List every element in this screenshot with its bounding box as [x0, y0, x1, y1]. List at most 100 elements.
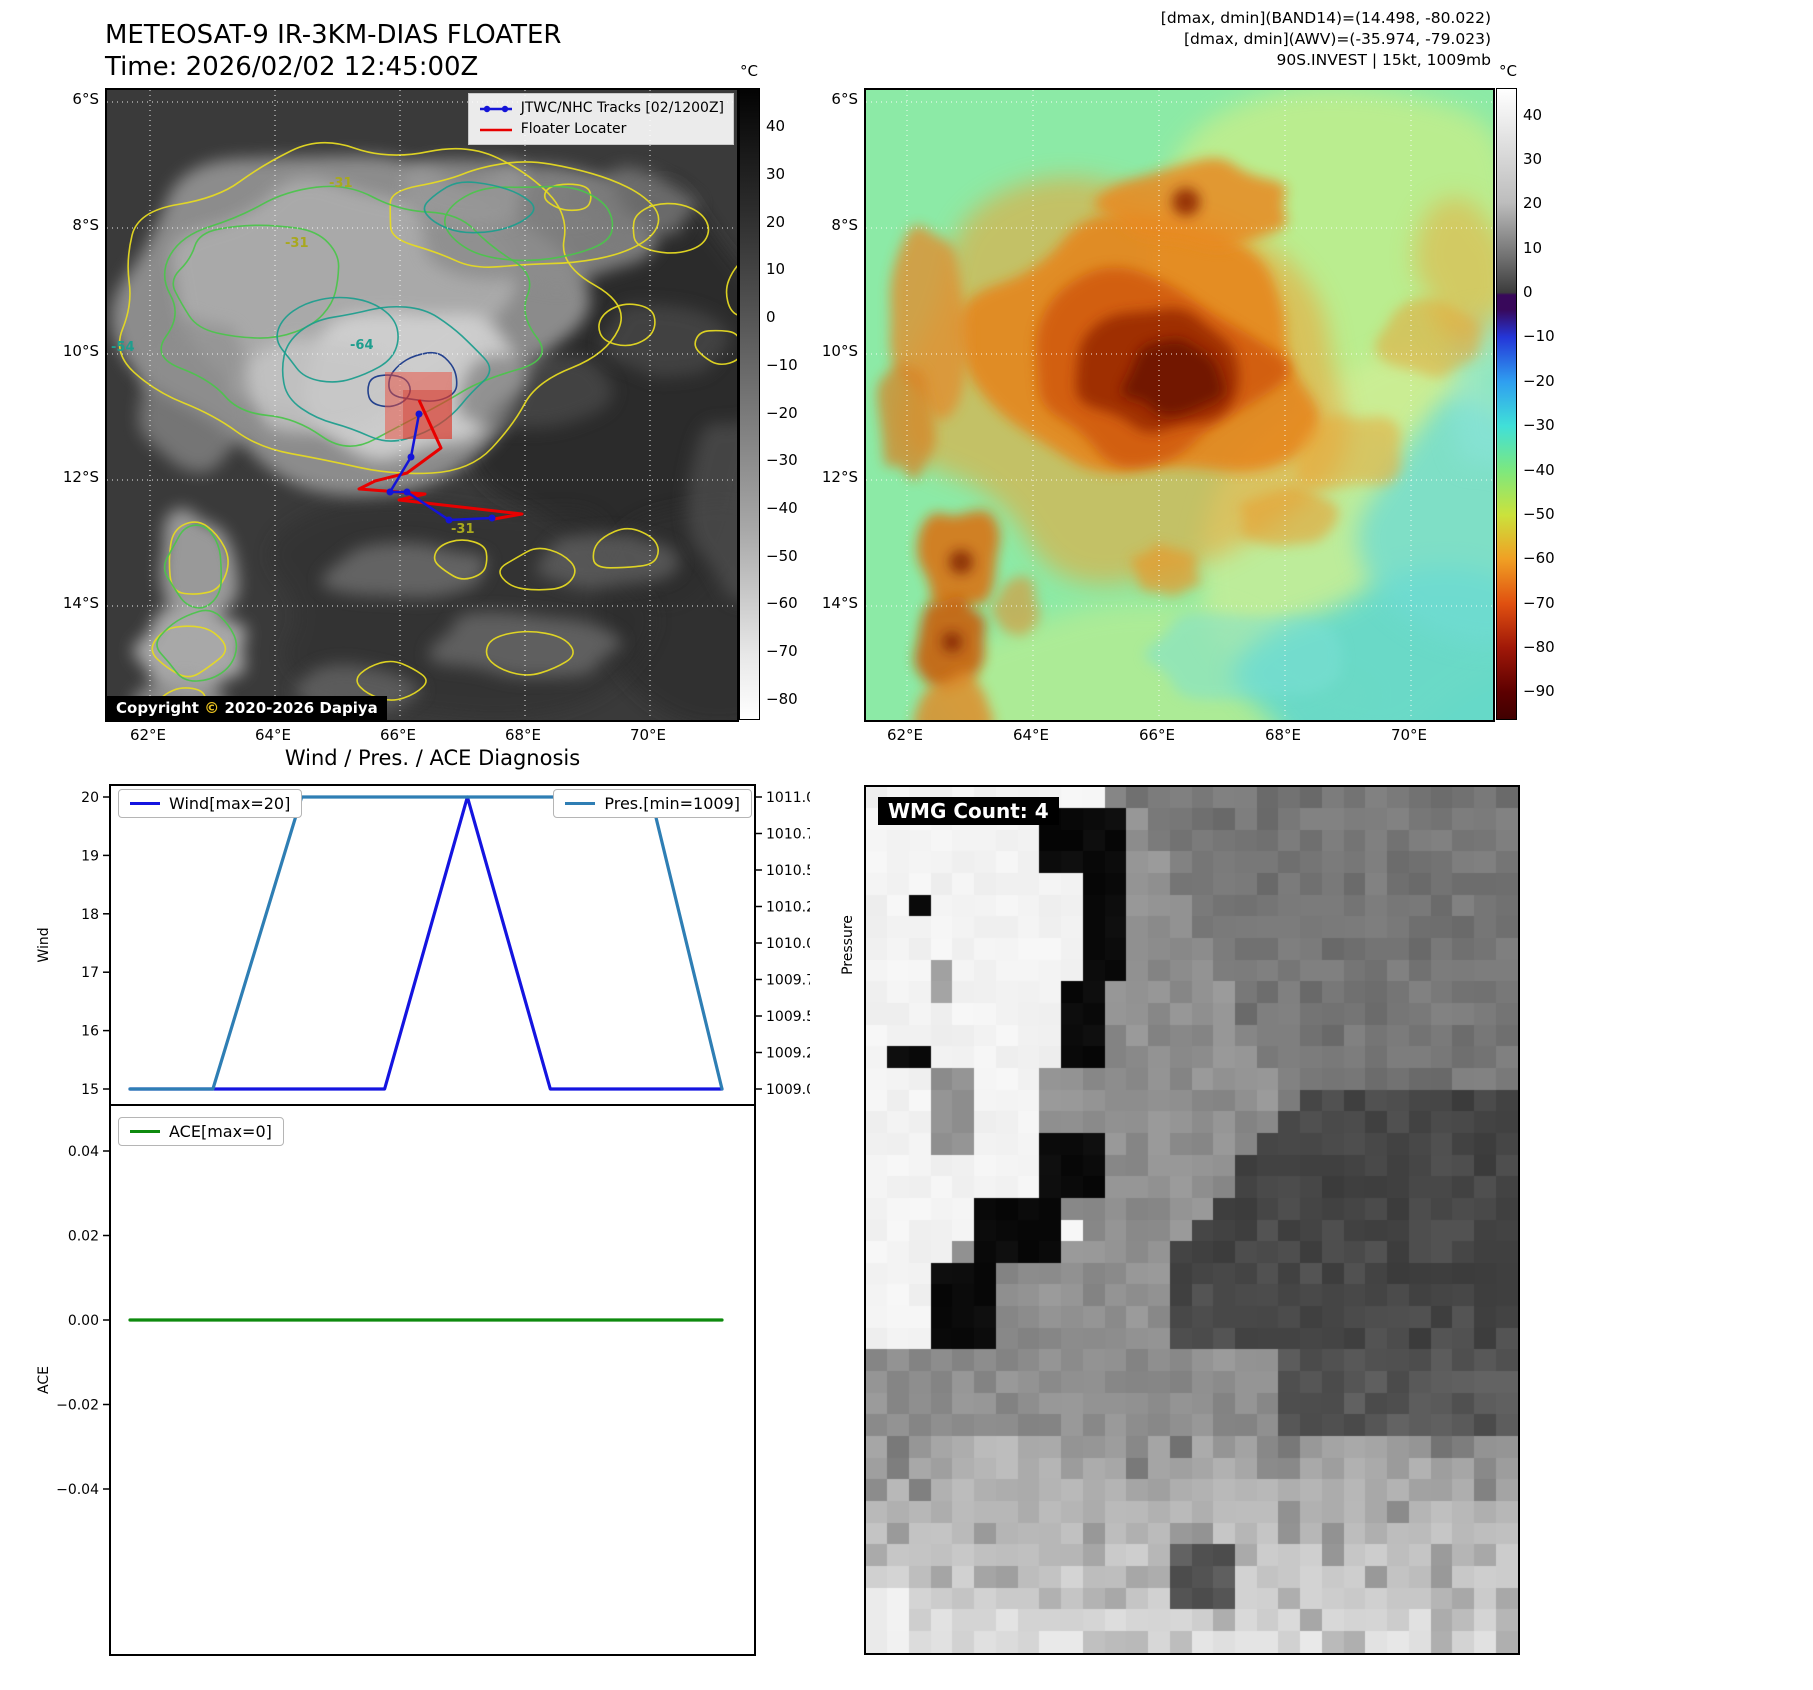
- lon-tick-label: 66°E: [1138, 726, 1176, 744]
- colorbar-tick-label: −10: [766, 355, 798, 374]
- y-tick-label: 1011.00: [766, 790, 810, 806]
- jtwc-track: [387, 413, 493, 522]
- contour-label: -54: [111, 340, 135, 355]
- y-tick-label: 19: [81, 848, 99, 864]
- colorbar-tick-label: −10: [1523, 327, 1555, 346]
- pres-legend-label: Pres.[min=1009]: [604, 794, 740, 813]
- y-tick-label: −0.04: [56, 1482, 99, 1498]
- colorbar-tick-label: −60: [1523, 549, 1555, 568]
- ir-gray-map: JTWC/NHC Tracks [02/1200Z] Floater Locat…: [105, 88, 739, 722]
- colorbar-tick-label: 20: [766, 212, 786, 231]
- contour-label: -64: [350, 338, 374, 353]
- legend-row-floater: Floater Locater: [478, 119, 724, 140]
- lat-tick-label: 8°S: [831, 216, 858, 234]
- wmg-count-badge: WMG Count: 4: [878, 797, 1059, 825]
- pressure-axis-label: Pressure: [840, 915, 856, 975]
- colorbar-tick-label: −40: [1523, 460, 1555, 479]
- colorbar-tick-label: −90: [1523, 682, 1555, 701]
- map-track-legend: JTWC/NHC Tracks [02/1200Z] Floater Locat…: [467, 93, 734, 145]
- colorbar-tick-label: −70: [766, 642, 798, 661]
- lon-tick-label: 68°E: [1264, 726, 1302, 744]
- colorbar-tick-label: −80: [1523, 638, 1555, 656]
- color-colorbar: [1496, 88, 1517, 720]
- colorbar-tick-label: 30: [766, 164, 786, 183]
- ir-gray-satellite-image: [107, 90, 737, 720]
- copyright-icon: ©: [204, 699, 220, 717]
- ir-gray-subtitle: Time: 2026/02/02 12:45:00Z: [105, 52, 479, 82]
- copyright-prefix: Copyright: [116, 699, 199, 717]
- colorbar-tick-label: −40: [766, 499, 798, 517]
- header-invest: 90S.INVEST | 15kt, 1009mb: [1276, 51, 1491, 69]
- gray-colorbar: [739, 88, 760, 720]
- y-tick-label: 1010.25: [766, 900, 810, 916]
- colorbar-tick-label: −50: [766, 546, 798, 565]
- lon-tick-label: 62°E: [886, 726, 924, 744]
- ace-axis-label: ACE: [36, 1366, 52, 1394]
- colorbar-tick-label: 10: [1523, 238, 1543, 257]
- lon-tick-label: 70°E: [629, 726, 667, 744]
- y-tick-label: 0.04: [68, 1144, 99, 1160]
- y-tick-label: 1009.75: [766, 973, 810, 989]
- colorbar-tick-label: 40: [1523, 105, 1543, 124]
- wind-legend: Wind[max=20]: [118, 789, 303, 818]
- y-tick-label: 0.02: [68, 1229, 99, 1245]
- lon-tick-label: 64°E: [254, 726, 292, 744]
- color-colorbar-unit: °C: [1499, 62, 1517, 80]
- ace-legend: ACE[max=0]: [118, 1117, 284, 1146]
- copyright-suffix: 2020-2026 Dapiya: [224, 699, 378, 717]
- y-tick-label: 15: [81, 1082, 99, 1098]
- y-tick-label: 1010.00: [766, 936, 810, 952]
- series-line: [128, 795, 724, 1091]
- ace-legend-label: ACE[max=0]: [169, 1122, 272, 1141]
- floater-track: [357, 399, 524, 521]
- y-tick-label: 1010.50: [766, 863, 810, 879]
- contour-label: -31: [285, 236, 309, 251]
- invest-header: [dmax, dmin](BAND14)=(14.498, -80.022) […: [900, 8, 1491, 71]
- lat-tick-label: 10°S: [62, 342, 99, 360]
- y-tick-label: 20: [81, 790, 99, 806]
- lat-tick-label: 6°S: [831, 90, 858, 108]
- colorbar-tick-label: 0: [766, 308, 776, 327]
- ace-line-icon: [130, 1130, 160, 1133]
- wmg-image: [866, 787, 1518, 1653]
- pres-line-icon: [565, 802, 596, 805]
- colorbar-tick-label: −30: [1523, 416, 1555, 435]
- wind-line-icon: [130, 802, 160, 805]
- diagnosis-charts: 15 16 17 18 19 20 1009.00 1009.25 1009.50 1009.75…: [56, 784, 810, 1656]
- y-tick-label: 1009.00: [766, 1082, 810, 1098]
- colorbar-tick-label: 30: [1523, 149, 1543, 168]
- lon-tick-label: 70°E: [1390, 726, 1428, 744]
- colorbar-tick-label: −20: [766, 403, 798, 422]
- y-tick-label: 1009.25: [766, 1046, 810, 1062]
- y-tick-label: 16: [81, 1024, 99, 1040]
- colorbar-tick-label: 0: [1523, 283, 1533, 302]
- colorbar-tick-label: 10: [766, 260, 786, 279]
- header-awv: [dmax, dmin](AWV)=(-35.974, -79.023): [1184, 30, 1491, 48]
- colorbar-tick-label: 40: [766, 117, 786, 136]
- lat-tick-label: 10°S: [821, 342, 858, 360]
- y-tick-label: 1010.75: [766, 827, 810, 843]
- lat-tick-label: 6°S: [72, 90, 99, 108]
- lat-tick-label: 14°S: [821, 594, 858, 612]
- legend-row-tracks: JTWC/NHC Tracks [02/1200Z]: [478, 98, 724, 119]
- lat-tick-label: 12°S: [821, 468, 858, 486]
- contour-label: -31: [329, 176, 353, 191]
- colorbar-tick-label: 20: [1523, 194, 1543, 213]
- colorbar-tick-label: −20: [1523, 371, 1555, 390]
- colorbar-tick-label: −30: [766, 451, 798, 470]
- contour-label: -31: [451, 522, 475, 537]
- y-tick-label: 17: [81, 965, 99, 981]
- legend-floater-label: Floater Locater: [520, 121, 627, 137]
- lon-tick-label: 62°E: [129, 726, 167, 744]
- wind-axis-label: Wind: [36, 927, 52, 963]
- colorbar-tick-label: −80: [766, 689, 798, 708]
- ir-color-satellite-image: [866, 90, 1493, 720]
- legend-tracks-label: JTWC/NHC Tracks [02/1200Z]: [520, 100, 724, 116]
- colorbar-tick-label: −70: [1523, 593, 1555, 612]
- diagnosis-title: Wind / Pres. / ACE Diagnosis: [284, 746, 581, 770]
- lat-tick-label: 14°S: [62, 594, 99, 612]
- track-line-icon: [479, 105, 512, 112]
- colorbar-tick-label: −50: [1523, 504, 1555, 523]
- lat-tick-label: 8°S: [72, 216, 99, 234]
